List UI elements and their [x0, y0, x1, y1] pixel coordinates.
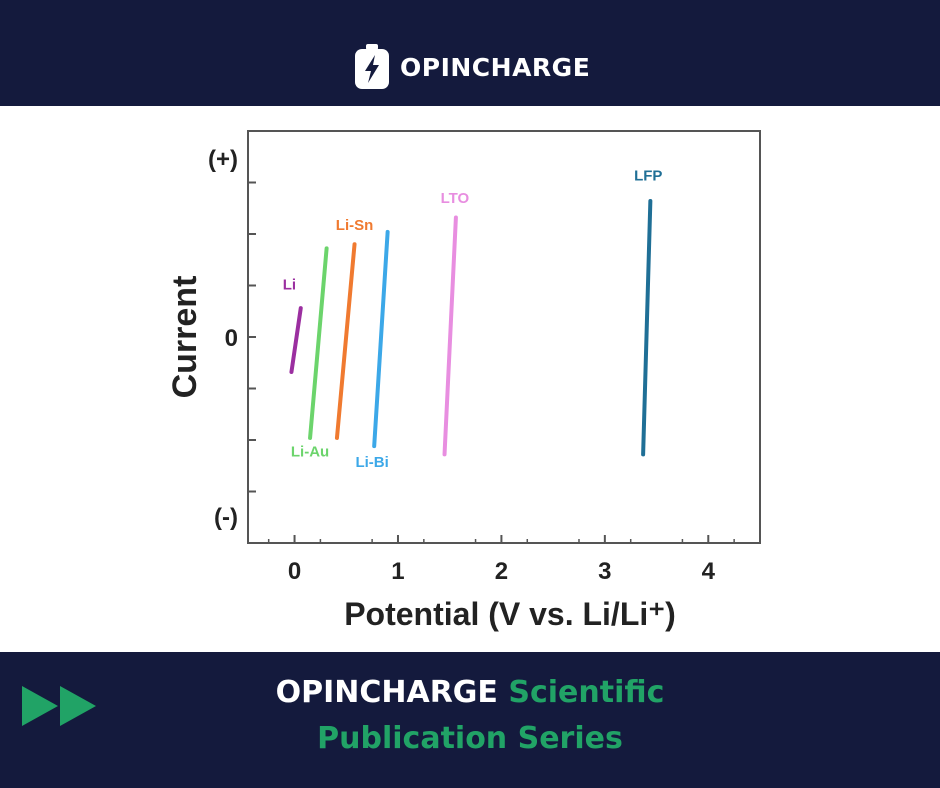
footer-title-line1: OPINCHARGE Scientific: [0, 670, 940, 716]
chart-area: 0 1 2 3 4 (+) 0 (-) Potential (V vs. Li/Li⁺) Curr…: [0, 106, 940, 652]
brand-name: OPINCHARGE: [400, 52, 591, 82]
footer-banner: OPINCHARGE Scientific Publication Series: [0, 652, 940, 788]
series-label-li-au: Li-Au: [291, 443, 329, 460]
series-label-li-bi: Li-Bi: [355, 454, 388, 471]
series-line-lto: [442, 215, 458, 457]
x-axis-label: Potential (V vs. Li/Li⁺): [344, 596, 676, 632]
footer-scientific: Scientific: [508, 675, 665, 710]
footer-brand: OPINCHARGE: [275, 675, 498, 710]
footer-title: OPINCHARGE Scientific Publication Series: [0, 670, 940, 762]
footer-title-line2: Publication Series: [317, 721, 623, 756]
series-label-lto: LTO: [441, 190, 470, 207]
series-label-li: Li: [283, 277, 296, 294]
potential-current-chart: 0 1 2 3 4 (+) 0 (-) Potential (V vs. Li/Li⁺) Curr…: [166, 130, 761, 632]
y-tick-label: (+): [208, 146, 238, 173]
series-line-lfp: [641, 199, 653, 457]
x-tick-label: 2: [495, 558, 508, 585]
y-tick-label: 0: [225, 325, 238, 352]
x-tick-label: 0: [288, 558, 301, 585]
plot-frame: [247, 130, 761, 544]
brand: OPINCHARGE: [354, 44, 590, 90]
fast-forward-icon: [22, 686, 96, 726]
series-label-li-sn: Li-Sn: [336, 217, 374, 234]
header-banner: OPINCHARGE: [0, 0, 940, 106]
y-axis-label: Current: [166, 276, 204, 399]
series-line-li-au: [308, 246, 329, 440]
x-tick-label: 1: [391, 558, 404, 585]
x-tick-label: 3: [598, 558, 611, 585]
series-line-li-bi: [372, 229, 390, 449]
x-tick-label: 4: [702, 558, 716, 585]
series-line-li: [289, 306, 303, 375]
series-line-li-sn: [334, 242, 357, 440]
battery-bolt-icon: [355, 44, 389, 89]
y-tick-label: (-): [214, 504, 238, 531]
series-label-lfp: LFP: [634, 167, 662, 184]
